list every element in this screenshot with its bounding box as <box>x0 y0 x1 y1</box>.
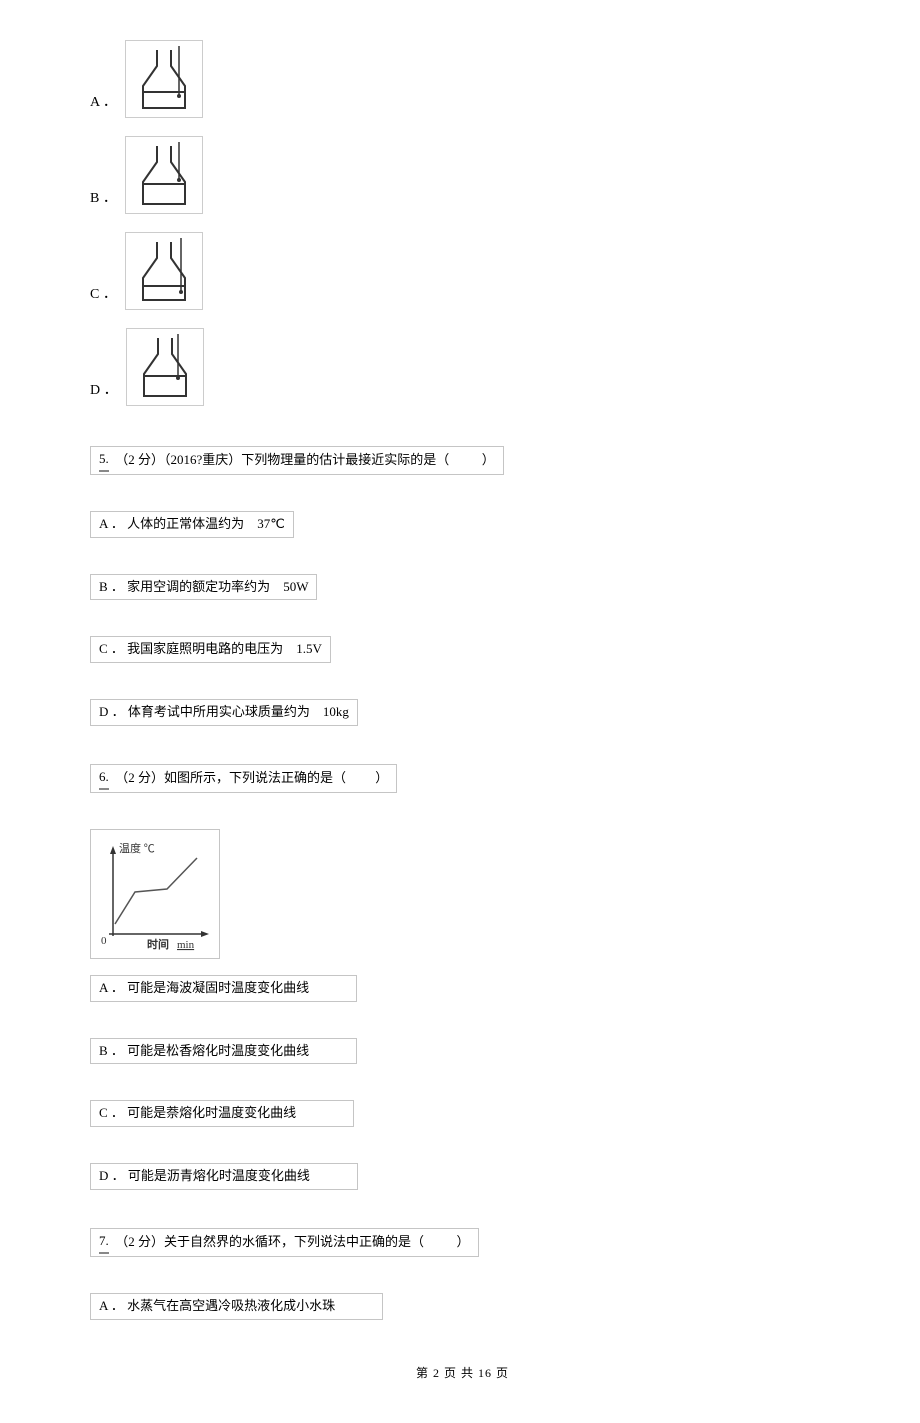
option-b-row: B ． <box>90 136 835 214</box>
q5-opt-b-label: B ． <box>99 577 124 598</box>
q6-num: 6. <box>99 767 109 790</box>
q6-opt-d-text: 可能是沥青熔化时温度变化曲线 <box>128 1166 310 1187</box>
q5-opt-c-label: C ． <box>99 639 124 660</box>
option-d-row: D ． <box>90 328 835 406</box>
option-a-label: A ． <box>90 92 117 118</box>
option-d-label: D ． <box>90 380 118 406</box>
q5-opt-d-label: D ． <box>99 702 125 723</box>
q6-opt-a-label: A ． <box>99 978 124 999</box>
q6-opt-b-text: 可能是松香熔化时温度变化曲线 <box>127 1041 309 1062</box>
flask-d <box>126 328 204 406</box>
q7-stem-b: ） <box>457 1232 470 1253</box>
q7-opt-a-text: 水蒸气在高空遇冷吸热液化成小水珠 <box>127 1296 335 1317</box>
q5-opt-d: D ． 体育考试中所用实心球质量约为 10kg <box>90 699 358 726</box>
option-b-label: B ． <box>90 188 117 214</box>
q6-opt-c-text: 可能是萘熔化时温度变化曲线 <box>127 1103 296 1124</box>
flask-c <box>125 232 203 310</box>
chart-xlabel-b: min <box>177 939 195 951</box>
option-a-row: A ． <box>90 40 835 118</box>
q7-opt-a-label: A ． <box>99 1296 124 1317</box>
q5-opt-a: A ． 人体的正常体温约为 37℃ <box>90 511 294 538</box>
q5-opt-c-text-b: 1.5V <box>296 639 322 660</box>
chart-xlabel-a: 时间 <box>147 937 169 951</box>
q6-opt-b-label: B ． <box>99 1041 124 1062</box>
flask-b <box>125 136 203 214</box>
q5-opt-b: B ． 家用空调的额定功率约为 50W <box>90 574 317 601</box>
q6-chart: 温度 ℃ 0 时间 min <box>90 829 220 959</box>
q5-opt-b-text-a: 家用空调的额定功率约为 <box>127 577 270 598</box>
q7-opt-a: A ． 水蒸气在高空遇冷吸热液化成小水珠 <box>90 1293 383 1320</box>
q5-opt-a-label: A ． <box>99 514 124 535</box>
q5-opt-a-text-a: 人体的正常体温约为 <box>127 514 244 535</box>
q6-stem-a: （2 分）如图所示，下列说法正确的是（ <box>115 768 346 789</box>
q6-opt-a-text: 可能是海波凝固时温度变化曲线 <box>127 978 309 999</box>
q5-opt-c: C ． 我国家庭照明电路的电压为 1.5V <box>90 636 331 663</box>
q6-opt-b: B ． 可能是松香熔化时温度变化曲线 <box>90 1038 357 1065</box>
q5-opt-d-text-a: 体育考试中所用实心球质量约为 <box>128 702 310 723</box>
q5-stem-a: （2 分）（2016?重庆）下列物理量的估计最接近实际的是（ <box>115 450 449 471</box>
q7-num: 7. <box>99 1231 109 1254</box>
chart-origin: 0 <box>101 935 107 947</box>
q5-opt-d-text-b: 10kg <box>323 702 349 723</box>
q5-stem: 5. （2 分）（2016?重庆）下列物理量的估计最接近实际的是（ ） <box>90 446 504 475</box>
q6-opt-c: C ． 可能是萘熔化时温度变化曲线 <box>90 1100 354 1127</box>
q7-stem-a: （2 分）关于自然界的水循环，下列说法中正确的是（ <box>115 1232 424 1253</box>
q6-opt-a: A ． 可能是海波凝固时温度变化曲线 <box>90 975 357 1002</box>
option-c-row: C ． <box>90 232 835 310</box>
q5-opt-c-text-a: 我国家庭照明电路的电压为 <box>127 639 283 660</box>
q6-stem-b: ） <box>375 768 388 789</box>
q6-opt-c-label: C ． <box>99 1103 124 1124</box>
option-c-label: C ． <box>90 284 117 310</box>
q6-opt-d-label: D ． <box>99 1166 125 1187</box>
q6-opt-d: D ． 可能是沥青熔化时温度变化曲线 <box>90 1163 358 1190</box>
q5-stem-b: ） <box>482 450 495 471</box>
q7-stem: 7. （2 分）关于自然界的水循环，下列说法中正确的是（ ） <box>90 1228 479 1257</box>
q5-opt-b-text-b: 50W <box>283 577 308 598</box>
q6-stem: 6. （2 分）如图所示，下列说法正确的是（ ） <box>90 764 397 793</box>
q5-opt-a-text-b: 37℃ <box>257 514 285 535</box>
chart-ylabel: 温度 ℃ <box>119 841 155 855</box>
flask-a <box>125 40 203 118</box>
page-footer: 第 2 页 共 16 页 <box>90 1364 835 1383</box>
q5-num: 5. <box>99 449 109 472</box>
